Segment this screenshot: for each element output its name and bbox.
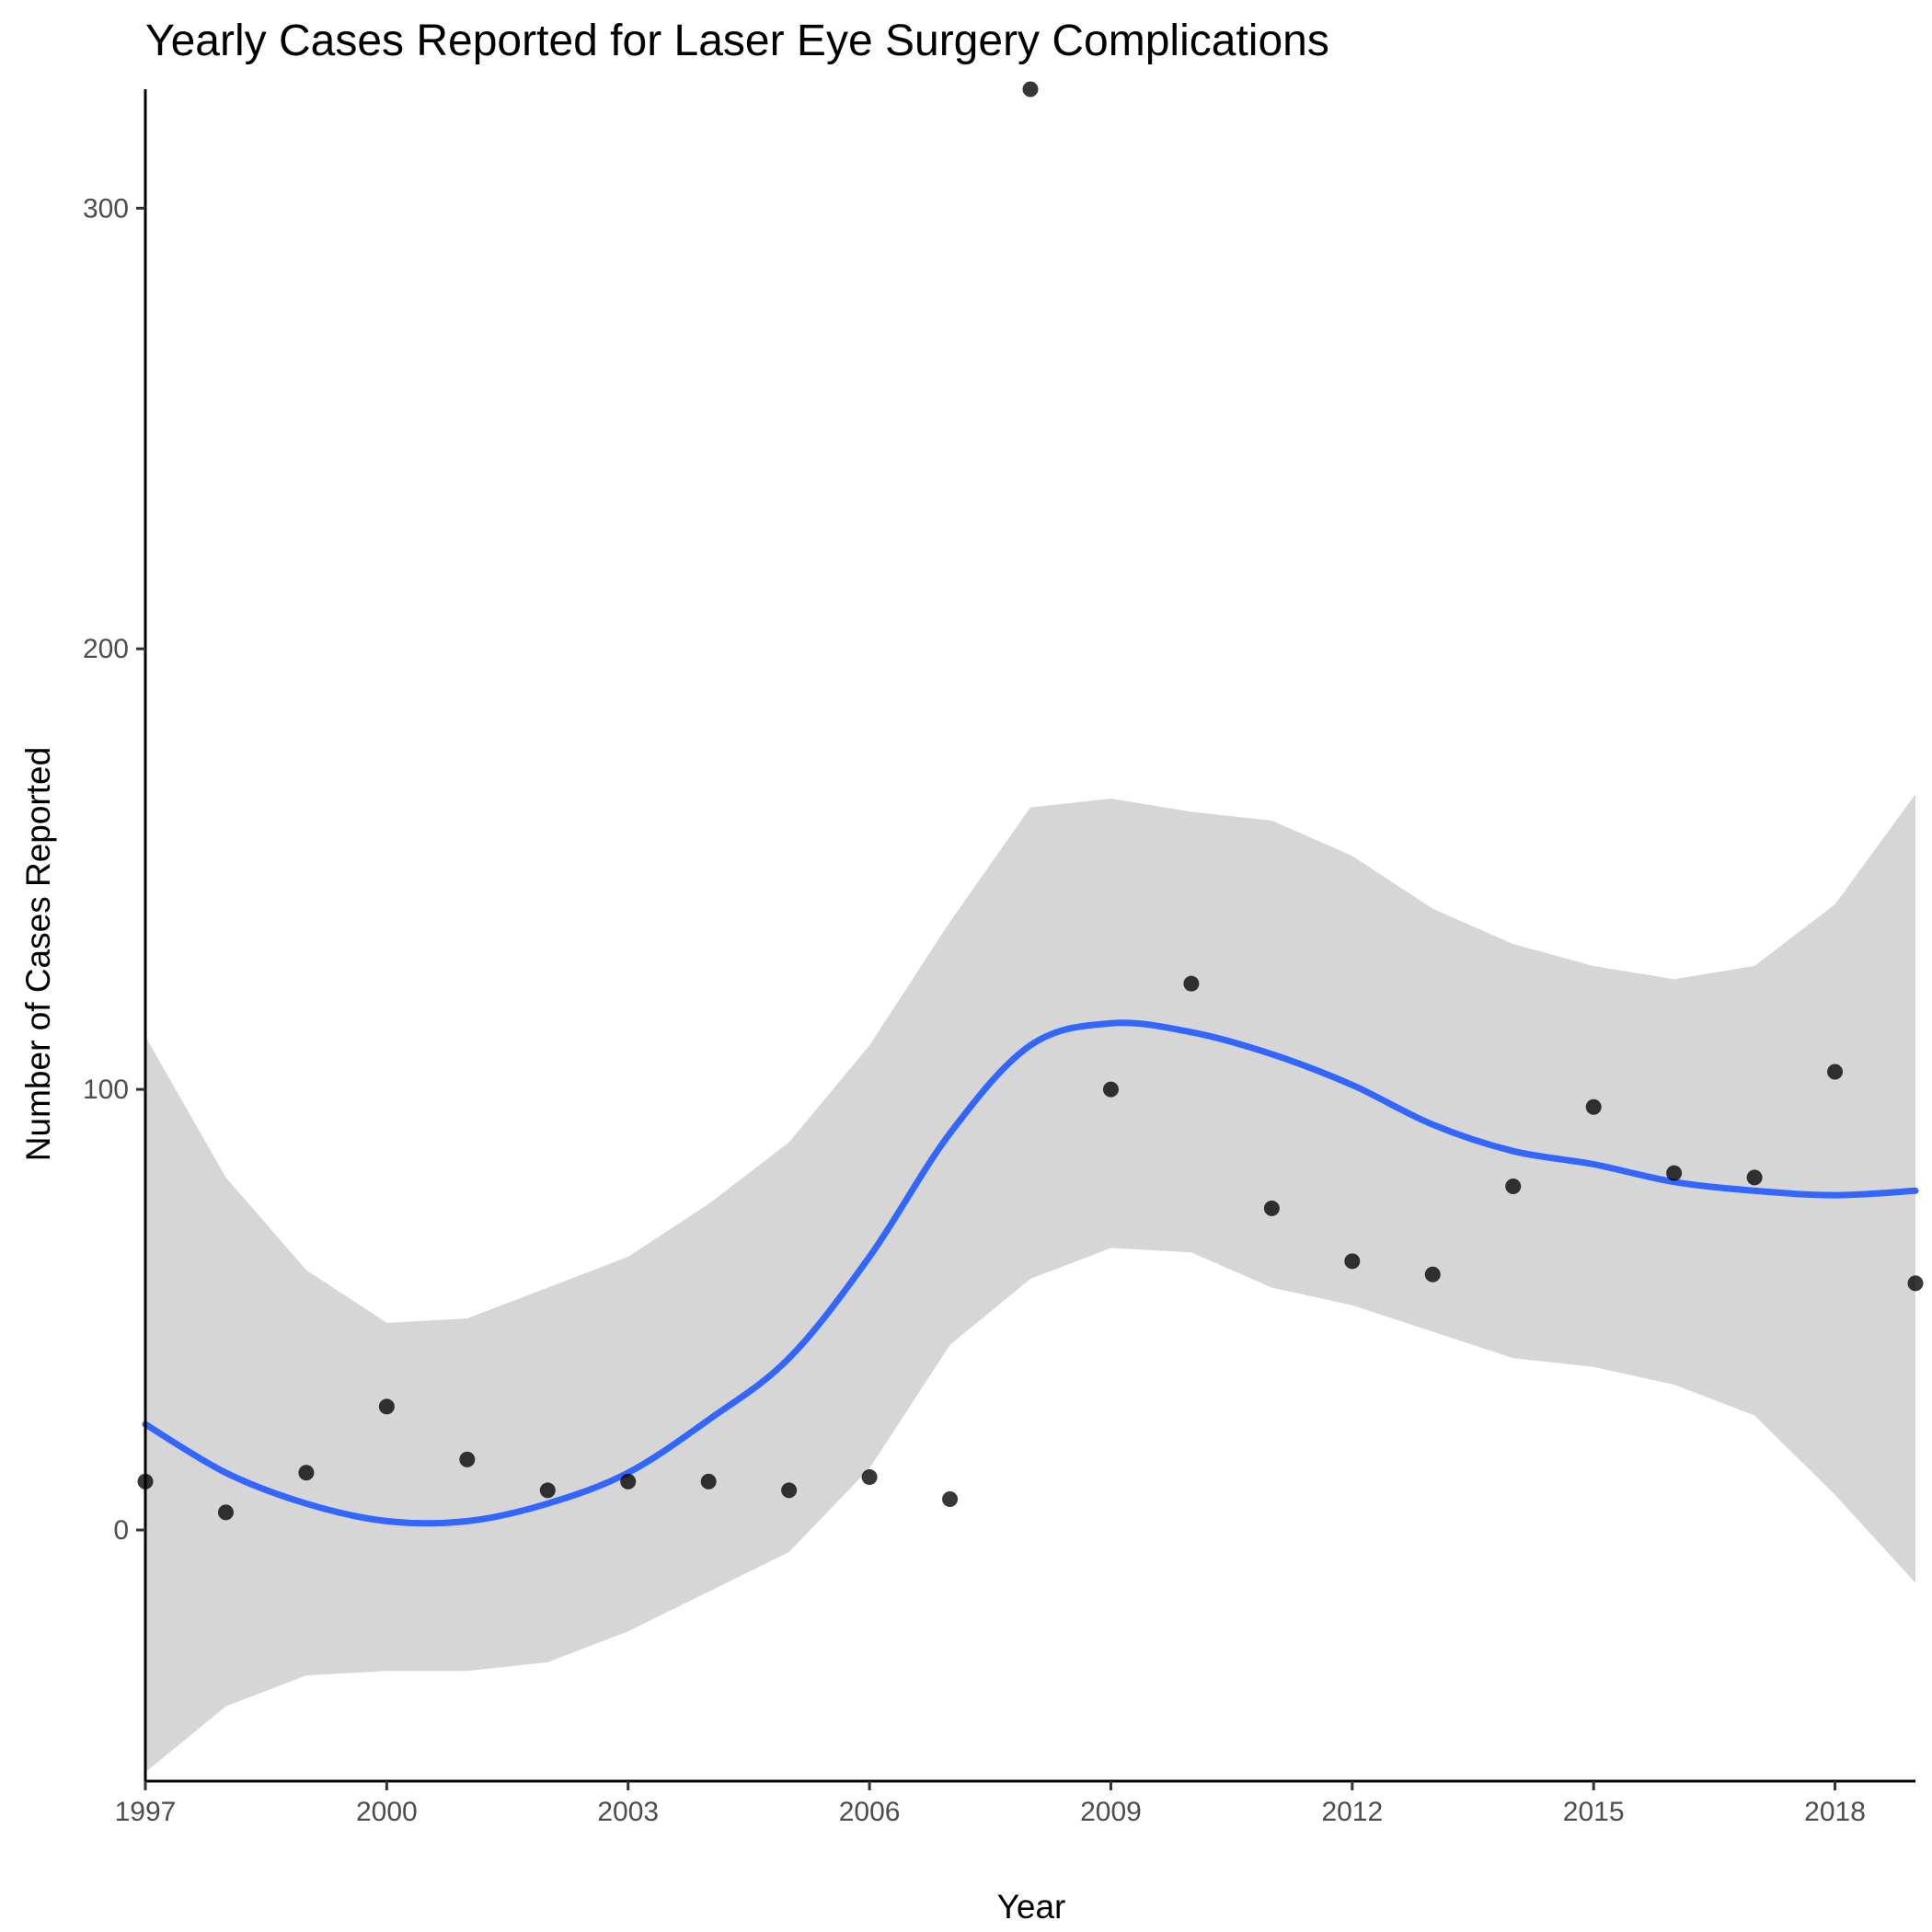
confidence-band-layer [145, 794, 1915, 1773]
data-point [1746, 1169, 1763, 1186]
x-tick-label: 2000 [356, 1797, 418, 1827]
data-point [378, 1398, 395, 1415]
x-tick-label: 2006 [839, 1797, 901, 1827]
data-point [1183, 975, 1200, 992]
x-tick-label: 2015 [1563, 1797, 1625, 1827]
data-point [700, 1473, 717, 1489]
data-point [298, 1465, 315, 1481]
x-tick-label: 2012 [1321, 1797, 1383, 1827]
data-point [459, 1451, 476, 1467]
data-point [1344, 1253, 1361, 1270]
y-tick-label: 200 [83, 634, 129, 664]
confidence-band [145, 794, 1915, 1773]
x-tick-label: 2003 [597, 1797, 659, 1827]
y-tick-label: 300 [83, 193, 129, 224]
data-point [1666, 1165, 1683, 1181]
axes-layer: 0 100 200 300 1997 2000 2003 2006 2009 2012 2015 20… [83, 89, 1915, 1827]
data-point [1585, 1098, 1602, 1115]
y-axis-title: Number of Cases Reported [19, 747, 57, 1161]
data-point [1102, 1081, 1119, 1098]
data-point [781, 1482, 798, 1499]
data-point [1907, 1275, 1924, 1292]
smooth-trend-line [142, 1019, 1919, 1527]
data-point [539, 1482, 556, 1499]
data-point [861, 1469, 878, 1486]
data-point [1022, 81, 1039, 98]
chart-title: Yearly Cases Reported for Laser Eye Surg… [145, 17, 1329, 65]
smooth-line-layer [142, 1019, 1919, 1527]
data-point [1263, 1200, 1280, 1216]
data-points-layer [137, 81, 1924, 1521]
x-tick-label: 1997 [115, 1797, 177, 1827]
data-point [217, 1504, 234, 1521]
x-tick-label: 2009 [1080, 1797, 1142, 1827]
x-axis-title: Year [997, 1888, 1066, 1926]
data-point [620, 1473, 637, 1489]
data-point [1424, 1266, 1441, 1282]
data-point [1505, 1178, 1522, 1194]
data-point [1827, 1064, 1844, 1080]
x-tick-label: 2018 [1804, 1797, 1866, 1827]
y-tick-label: 0 [113, 1515, 129, 1546]
data-point [942, 1491, 959, 1507]
y-tick-label: 100 [83, 1075, 129, 1105]
